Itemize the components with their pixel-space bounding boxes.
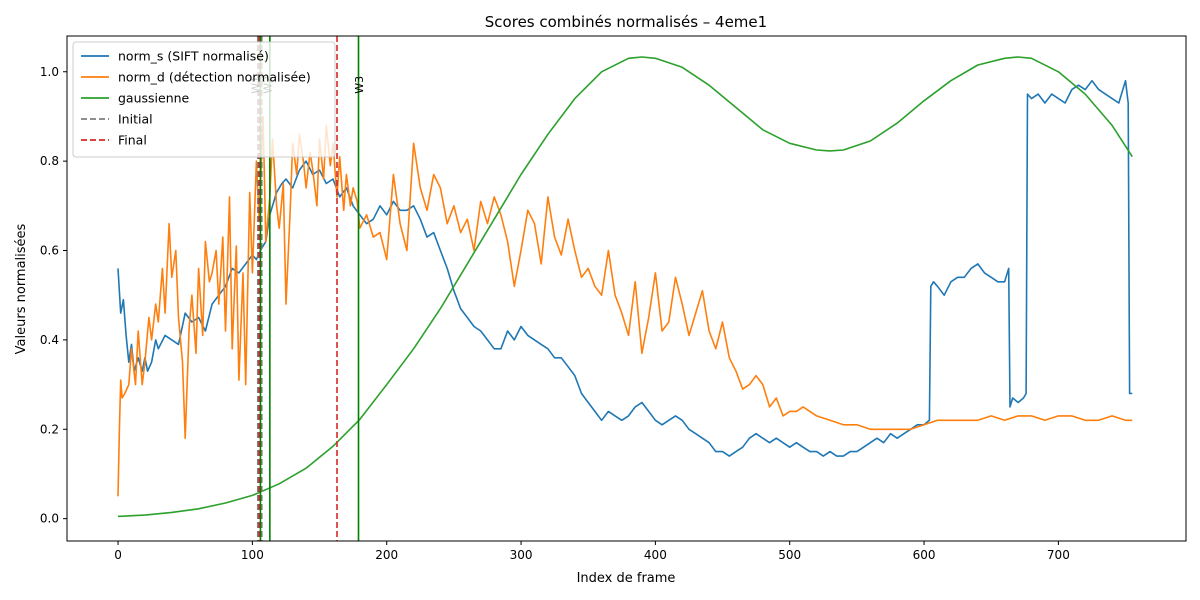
x-tick-label: 400 <box>644 548 667 562</box>
ticks: 0 100 200 300 400 500 600 700 0.0 0.2 0.4 0.6 0.8 1.0 <box>40 65 1070 562</box>
chart-title: Scores combinés normalisés – 4eme1 <box>485 13 767 31</box>
legend-label: norm_d (détection normalisée) <box>118 70 311 85</box>
x-tick-label: 600 <box>913 548 936 562</box>
x-tick-label: 700 <box>1047 548 1070 562</box>
x-tick-label: 100 <box>241 548 264 562</box>
legend: norm_s (SIFT normalisé) norm_d (détection… <box>72 41 336 158</box>
y-tick-label: 1.0 <box>40 65 59 79</box>
x-tick-label: 500 <box>778 548 801 562</box>
series-line-3 <box>117 56 1133 518</box>
series-line-2 <box>117 115 1133 497</box>
y-tick-label: 0.6 <box>40 244 59 258</box>
x-tick-label: 300 <box>510 548 533 562</box>
legend-label: gaussienne <box>118 91 190 106</box>
legend-label: Final <box>118 133 147 148</box>
x-tick-label: 0 <box>114 548 122 562</box>
series-line-1 <box>117 79 1133 457</box>
axes-frame <box>66 35 1187 542</box>
y-tick-label: 0.0 <box>40 512 59 526</box>
y-axis-label: Valeurs normalisées <box>14 223 29 354</box>
x-tick-label: 200 <box>375 548 398 562</box>
legend-box <box>72 41 336 158</box>
y-tick-label: 0.4 <box>40 333 59 347</box>
x-axis-label: Index de frame <box>577 571 676 586</box>
annotation-w3: W3 <box>353 76 366 94</box>
legend-label: norm_s (SIFT normalisé) <box>118 49 269 64</box>
legend-label: Initial <box>118 112 153 127</box>
y-tick-label: 0.8 <box>40 154 59 168</box>
y-tick-label: 0.2 <box>40 422 59 436</box>
